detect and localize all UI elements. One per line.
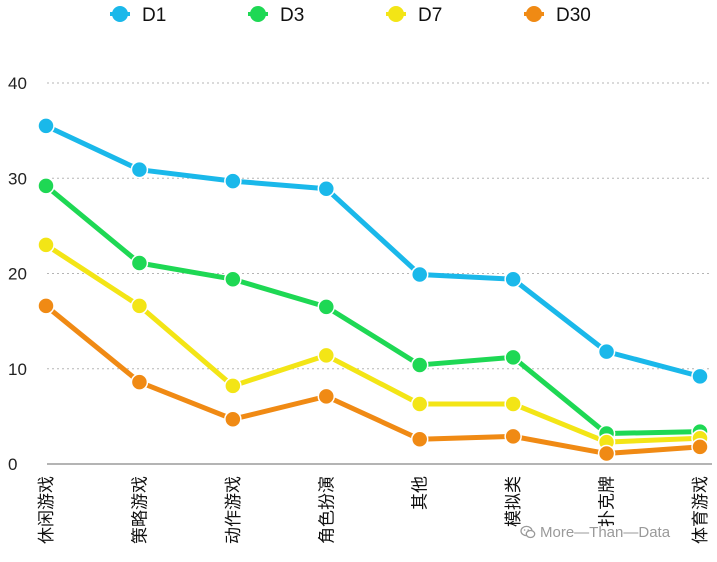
data-point-d30	[317, 387, 336, 406]
data-point-d3	[130, 254, 149, 272]
x-category-label: 动作游戏	[224, 476, 244, 544]
data-point-d1	[691, 367, 709, 386]
x-category-label: 角色扮演	[317, 476, 337, 544]
x-axis-categories: 休闲游戏 策略游戏 动作游戏 角色扮演 其他 模拟类 扑克牌 体育游戏	[37, 476, 711, 544]
x-category-label: 扑克牌	[598, 476, 618, 527]
data-point-d7	[224, 377, 242, 395]
series-line-d1	[43, 123, 703, 379]
data-point-d1	[597, 342, 616, 361]
legend-item-d30: D30	[524, 5, 591, 26]
y-tick-label: 0	[8, 455, 17, 474]
data-point-d7	[317, 346, 336, 365]
series-line-d30	[43, 303, 703, 457]
data-point-d1	[317, 179, 336, 198]
legend-swatch-dot	[388, 6, 404, 22]
data-point-d3	[37, 177, 55, 195]
data-point-d7	[37, 236, 55, 254]
data-point-d1	[37, 117, 55, 135]
x-category-label: 休闲游戏	[37, 476, 57, 544]
series-line-d3	[43, 183, 703, 437]
data-point-d30	[597, 444, 616, 463]
data-point-d30	[691, 438, 709, 456]
y-tick-label: 40	[8, 74, 27, 93]
x-category-label: 策略游戏	[130, 476, 150, 544]
legend-item-d1: D1	[110, 5, 166, 26]
data-point-d3	[410, 356, 429, 374]
data-point-d7	[410, 395, 429, 413]
series-line-d7	[43, 242, 703, 445]
legend-swatch-dot	[112, 6, 128, 22]
series-lines	[43, 123, 703, 457]
y-tick-label: 20	[8, 265, 27, 284]
wechat-icon	[520, 525, 536, 539]
x-category-label: 其他	[411, 476, 431, 510]
series-points	[37, 117, 709, 463]
watermark: More—Than—Data	[520, 524, 670, 541]
data-point-d30	[504, 427, 522, 446]
legend-label: D7	[418, 5, 442, 26]
chart-legend: D1 D3 D7 D30	[110, 5, 591, 26]
watermark-text: More—Than—Data	[540, 524, 671, 541]
legend-label: D30	[556, 5, 591, 26]
data-point-d30	[224, 410, 242, 428]
y-tick-label: 10	[8, 360, 27, 379]
data-point-d30	[130, 373, 149, 391]
legend-label: D1	[142, 5, 166, 26]
data-point-d7	[504, 395, 522, 413]
legend-item-d7: D7	[386, 5, 442, 26]
legend-swatch-dot	[250, 6, 266, 22]
y-tick-label: 30	[8, 169, 27, 188]
legend-swatch-dot	[526, 6, 542, 22]
legend-label: D3	[280, 5, 304, 26]
data-point-d3	[317, 298, 336, 316]
data-point-d7	[130, 297, 149, 315]
grid-lines	[47, 82, 712, 465]
data-point-d30	[37, 297, 55, 315]
x-category-label: 模拟类	[504, 476, 524, 527]
data-point-d1	[224, 172, 242, 190]
data-point-d1	[410, 265, 429, 284]
legend-item-d3: D3	[248, 5, 304, 26]
data-point-d3	[224, 270, 242, 288]
x-category-label: 体育游戏	[691, 476, 711, 544]
data-point-d1	[130, 160, 149, 179]
data-point-d3	[504, 348, 522, 367]
data-point-d1	[504, 270, 522, 288]
y-axis-ticks: 0 10 20 30 40	[8, 74, 27, 474]
data-point-d30	[410, 430, 429, 448]
